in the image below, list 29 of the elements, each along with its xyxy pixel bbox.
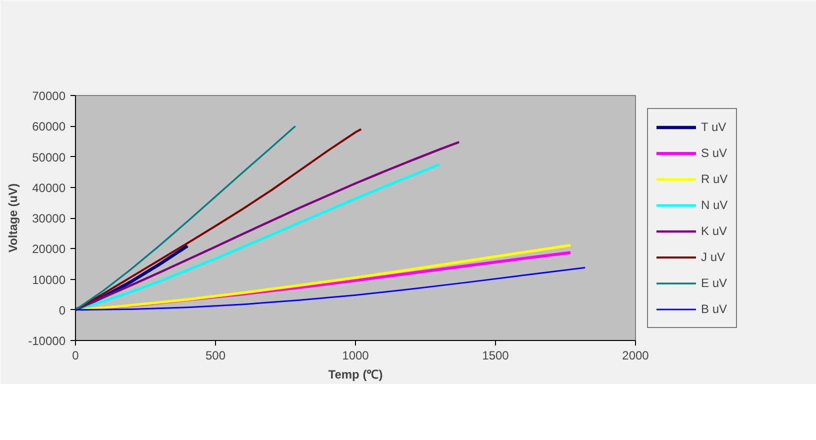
legend-label: E uV bbox=[701, 276, 728, 290]
legend-label: N uV bbox=[701, 198, 728, 212]
y-axis-title: Voltage (uV) bbox=[6, 183, 20, 253]
legend-label: S uV bbox=[701, 146, 728, 160]
legend-label: T uV bbox=[701, 120, 726, 134]
y-tick-label: 40000 bbox=[32, 180, 66, 195]
line-series bbox=[76, 266, 586, 311]
x-axis-title: Temp (℃) bbox=[328, 368, 383, 382]
line-series bbox=[76, 128, 362, 311]
legend-label: B uV bbox=[701, 302, 728, 316]
y-tick-label: 20000 bbox=[32, 242, 66, 256]
legend-label: R uV bbox=[701, 172, 728, 186]
x-tick-label: 0 bbox=[72, 348, 80, 362]
y-tick-label: 50000 bbox=[32, 150, 66, 164]
y-tick-label: 0 bbox=[58, 303, 66, 318]
y-tick-label: 60000 bbox=[32, 120, 66, 134]
x-tick-label: 1500 bbox=[482, 348, 510, 362]
line-series bbox=[76, 163, 441, 312]
legend-label: K uV bbox=[701, 224, 728, 238]
y-tick-label: -10000 bbox=[28, 334, 66, 348]
legend-label: J uV bbox=[701, 250, 726, 264]
y-tick-label: 30000 bbox=[32, 212, 66, 226]
x-tick-label: 1000 bbox=[342, 348, 370, 362]
y-tick-label: 10000 bbox=[32, 272, 66, 287]
y-tick-label: 70000 bbox=[32, 89, 66, 103]
line-series bbox=[76, 125, 296, 311]
line-series bbox=[76, 140, 460, 311]
x-tick-label: 2000 bbox=[622, 348, 650, 362]
x-tick-label: 500 bbox=[205, 348, 226, 362]
